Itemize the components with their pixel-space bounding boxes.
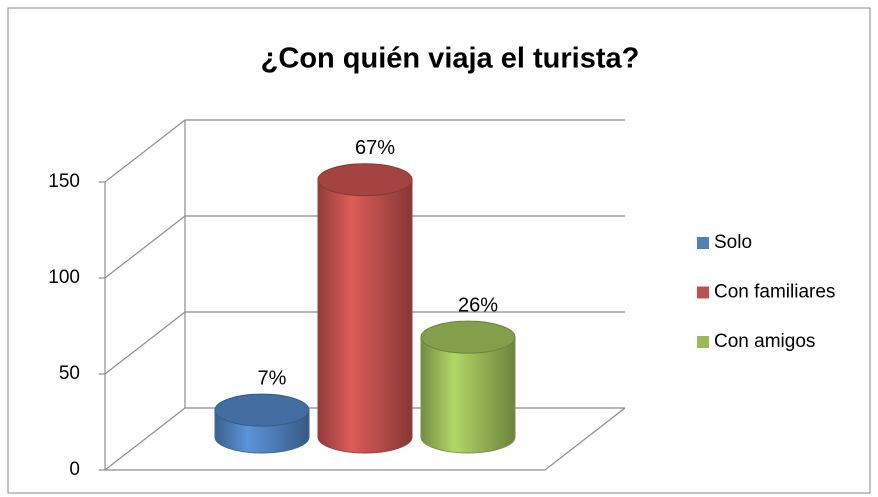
data-label: 67% xyxy=(355,137,395,159)
cylinder xyxy=(420,320,516,454)
y-tick-label: 50 xyxy=(59,363,80,384)
chart-title: ¿Con quién viaja el turista? xyxy=(261,43,640,75)
cylinder-body xyxy=(420,336,516,454)
grid-line xyxy=(104,215,625,279)
floor xyxy=(105,407,626,471)
cylinder-top xyxy=(420,320,516,354)
y-tick-label: 100 xyxy=(48,267,80,288)
cylinder-top xyxy=(317,163,413,197)
legend-label: Con familiares xyxy=(714,282,835,303)
cylinder-body xyxy=(317,179,413,454)
cylinder xyxy=(214,393,310,454)
grid-line xyxy=(104,311,625,375)
legend-swatch xyxy=(697,286,709,299)
data-label: 26% xyxy=(458,294,498,316)
grid-line xyxy=(104,119,625,183)
cylinder-top xyxy=(214,393,310,427)
y-tick-label: 150 xyxy=(48,171,80,192)
y-tick-label: 0 xyxy=(69,459,80,480)
legend-swatch xyxy=(697,237,709,249)
legend-swatch xyxy=(697,336,709,348)
legend-label: Con amigos xyxy=(714,331,815,352)
legend-label: Solo xyxy=(714,232,752,253)
data-label: 7% xyxy=(258,367,287,389)
cylinder xyxy=(317,163,413,454)
